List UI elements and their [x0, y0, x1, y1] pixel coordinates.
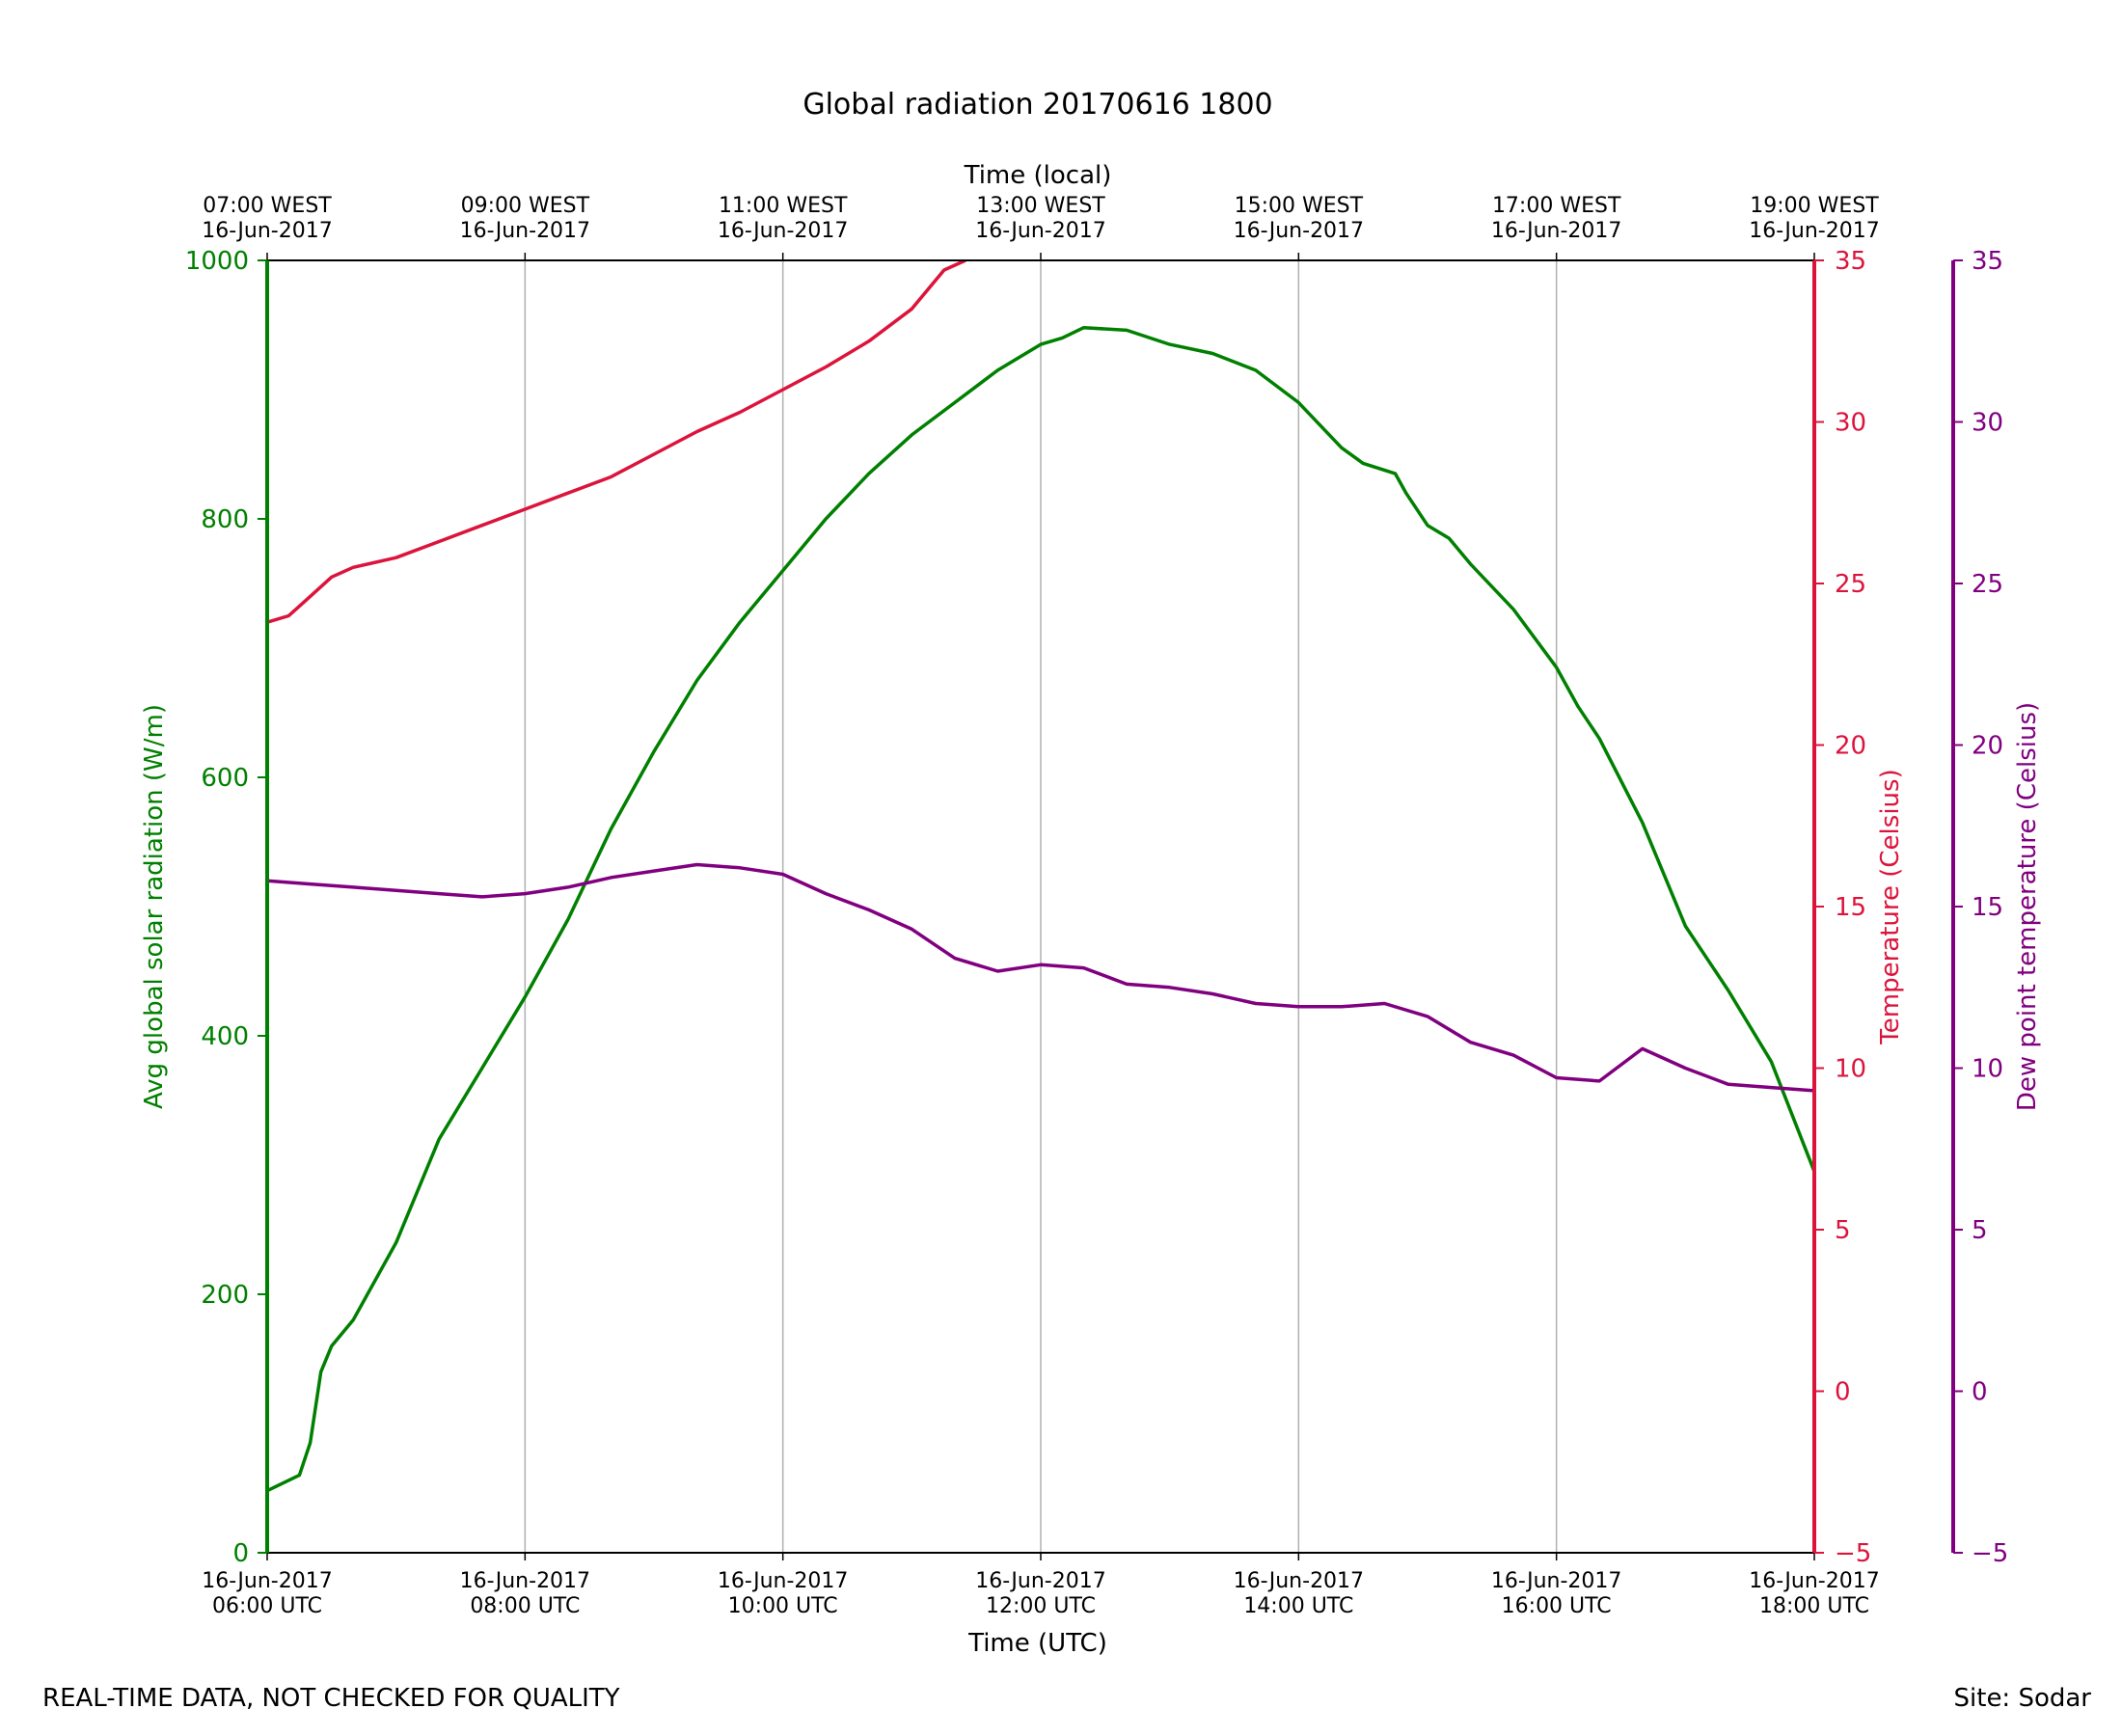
x-tick-label: 16-Jun-2017 — [1749, 1569, 1879, 1593]
x-tick-label: 14:00 UTC — [1243, 1594, 1353, 1618]
right2-tick-label: 0 — [1972, 1378, 1988, 1407]
right2-tick-label: 5 — [1972, 1216, 1988, 1245]
right1-tick-label: 0 — [1835, 1378, 1851, 1407]
grid-lines — [524, 260, 1558, 1553]
x2-tick-label: 17:00 WEST — [1492, 194, 1621, 218]
x-tick-label: 06:00 UTC — [212, 1594, 322, 1618]
series-layer — [267, 260, 1814, 1493]
right2-tick-label: 35 — [1972, 247, 2003, 276]
x-tick-label: 16-Jun-2017 — [975, 1569, 1105, 1593]
x-tick-label: 18:00 UTC — [1759, 1594, 1869, 1618]
x2-tick-label: 16-Jun-2017 — [1749, 219, 1879, 243]
left-tick-label: 200 — [201, 1281, 249, 1310]
top-x-axis-label: Time (local) — [964, 161, 1112, 190]
left-tick-label: 800 — [201, 505, 249, 534]
right1-tick-label: −5 — [1835, 1539, 1871, 1568]
x-tick-label: 08:00 UTC — [470, 1594, 580, 1618]
x2-tick-label: 16-Jun-2017 — [975, 219, 1105, 243]
x2-tick-label: 13:00 WEST — [976, 194, 1105, 218]
x-tick-label: 12:00 UTC — [986, 1594, 1096, 1618]
chart-title: Global radiation 20170616 1800 — [803, 88, 1272, 122]
right1-tick-label: 5 — [1835, 1216, 1851, 1245]
dewpoint-series-line — [267, 862, 1814, 1093]
x-tick-label: 16-Jun-2017 — [460, 1569, 590, 1593]
x-tick-label: 16:00 UTC — [1502, 1594, 1612, 1618]
x2-tick-label: 16-Jun-2017 — [1491, 219, 1621, 243]
right1-tick-label: 35 — [1835, 247, 1866, 276]
right2-tick-label: −5 — [1972, 1539, 2008, 1568]
right1-tick-label: 20 — [1835, 732, 1866, 761]
left-tick-label: 600 — [201, 764, 249, 793]
x2-tick-label: 16-Jun-2017 — [460, 219, 590, 243]
x2-tick-label: 16-Jun-2017 — [1234, 219, 1364, 243]
x-tick-label: 10:00 UTC — [728, 1594, 838, 1618]
temperature-series-line — [267, 260, 966, 624]
x2-tick-label: 15:00 WEST — [1235, 194, 1364, 218]
right1-tick-label: 30 — [1835, 409, 1866, 438]
right2-tick-label: 30 — [1972, 409, 2003, 438]
x2-tick-label: 07:00 WEST — [203, 194, 332, 218]
x2-tick-label: 11:00 WEST — [719, 194, 848, 218]
right2-tick-label: 10 — [1972, 1055, 2003, 1084]
right2-tick-label: 20 — [1972, 732, 2003, 761]
left-tick-label: 400 — [201, 1022, 249, 1051]
x-tick-label: 16-Jun-2017 — [718, 1569, 848, 1593]
x2-tick-label: 16-Jun-2017 — [202, 219, 332, 243]
x-tick-label: 16-Jun-2017 — [202, 1569, 332, 1593]
left-tick-label: 0 — [232, 1539, 249, 1568]
left-tick-label: 1000 — [185, 247, 249, 276]
radiation-series-line — [267, 325, 1814, 1493]
right2-tick-label: 25 — [1972, 570, 2003, 599]
dewpoint-axis-label: Dew point temperature (Celsius) — [2013, 702, 2042, 1111]
y-ticks: 0 200 400 600 800 1000 −5 0 5 10 15 20 25 30 35 −5 0 5 10 1… — [185, 247, 2009, 1568]
x2-tick-label: 19:00 WEST — [1750, 194, 1879, 218]
x2-tick-label: 16-Jun-2017 — [718, 219, 848, 243]
right1-tick-label: 15 — [1835, 893, 1866, 922]
right1-tick-label: 10 — [1835, 1055, 1866, 1084]
plot-frame — [265, 259, 1955, 1554]
right2-tick-label: 15 — [1972, 893, 2003, 922]
footer-quality-note: REAL-TIME DATA, NOT CHECKED FOR QUALITY — [42, 1684, 620, 1713]
right1-tick-label: 25 — [1835, 570, 1866, 599]
temperature-axis-label: Temperature (Celsius) — [1876, 769, 1905, 1044]
x-tick-label: 16-Jun-2017 — [1234, 1569, 1364, 1593]
left-y-axis-label: Avg global solar radiation (W/m) — [140, 704, 169, 1109]
bottom-x-axis-label: Time (UTC) — [967, 1629, 1107, 1658]
x-tick-label: 16-Jun-2017 — [1491, 1569, 1621, 1593]
footer-site: Site: Sodar — [1953, 1684, 2091, 1713]
x2-tick-label: 09:00 WEST — [461, 194, 590, 218]
